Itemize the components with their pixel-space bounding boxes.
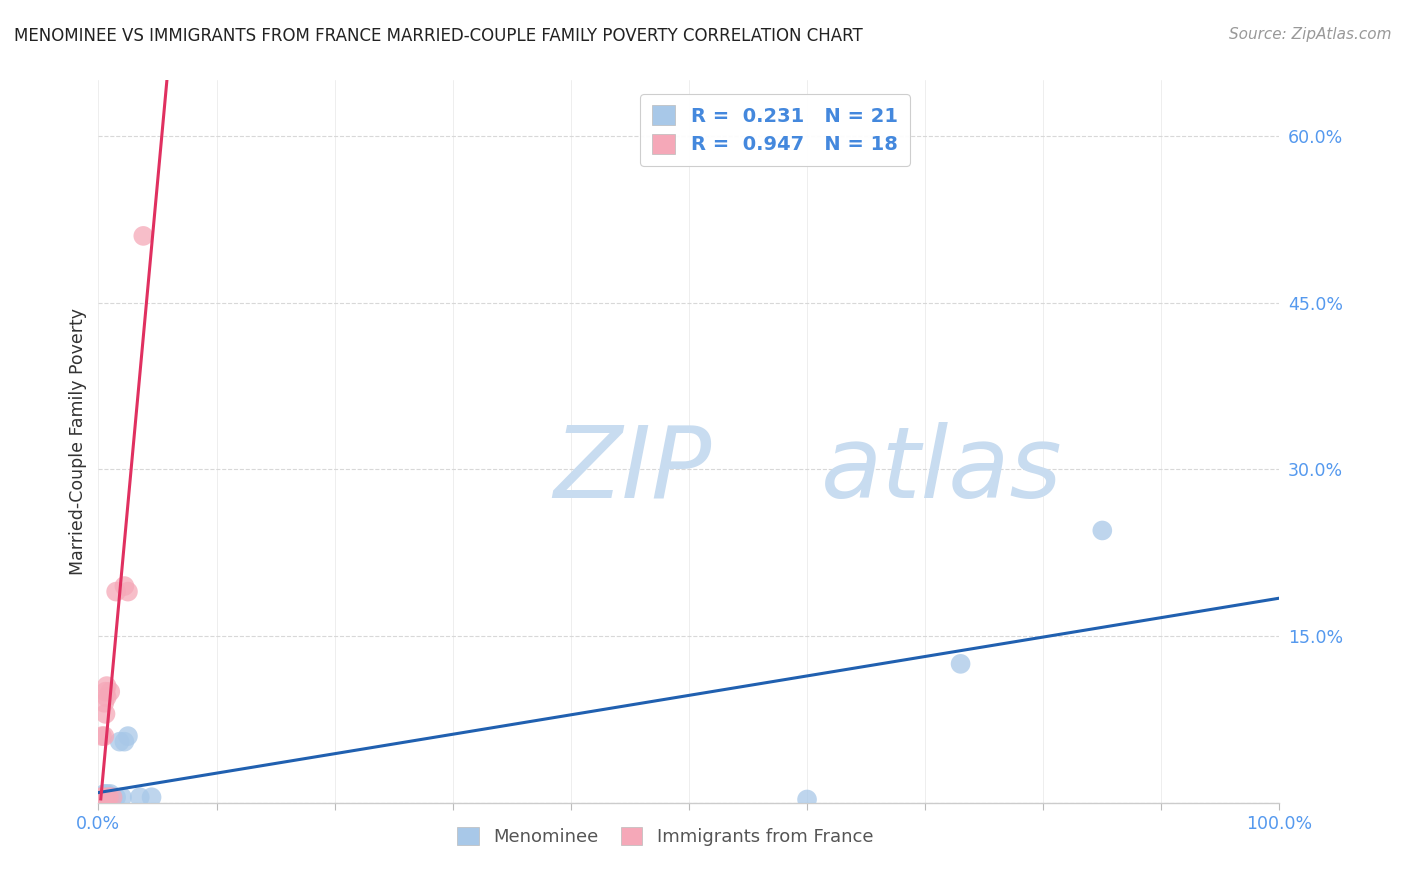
Point xyxy=(96,790,118,805)
Point xyxy=(91,729,114,743)
Text: atlas: atlas xyxy=(821,422,1063,519)
Point xyxy=(101,790,124,805)
Point xyxy=(98,787,121,801)
Point xyxy=(98,790,121,805)
Point xyxy=(96,690,118,705)
Point xyxy=(93,696,115,710)
Point xyxy=(98,684,121,698)
Point xyxy=(91,790,114,805)
Point xyxy=(108,734,131,748)
Point xyxy=(117,584,139,599)
Point xyxy=(94,791,117,805)
Point xyxy=(91,790,114,805)
Text: ZIP: ZIP xyxy=(553,422,711,519)
Point xyxy=(1091,524,1114,538)
Point xyxy=(101,790,124,805)
Text: MENOMINEE VS IMMIGRANTS FROM FRANCE MARRIED-COUPLE FAMILY POVERTY CORRELATION CH: MENOMINEE VS IMMIGRANTS FROM FRANCE MARR… xyxy=(14,27,863,45)
Y-axis label: Married-Couple Family Poverty: Married-Couple Family Poverty xyxy=(69,308,87,575)
Point xyxy=(141,790,163,805)
Legend: Menominee, Immigrants from France: Menominee, Immigrants from France xyxy=(449,818,882,855)
Point xyxy=(91,792,114,806)
Point xyxy=(128,790,150,805)
Point xyxy=(91,790,114,805)
Point xyxy=(94,684,117,698)
Point xyxy=(112,579,135,593)
Point xyxy=(117,729,139,743)
Point xyxy=(105,584,128,599)
Point xyxy=(105,790,128,805)
Point xyxy=(112,734,135,748)
Text: Source: ZipAtlas.com: Source: ZipAtlas.com xyxy=(1229,27,1392,42)
Point xyxy=(90,790,112,805)
Point xyxy=(93,787,115,801)
Point xyxy=(93,794,115,808)
Point xyxy=(94,706,117,721)
Point xyxy=(96,787,118,801)
Point xyxy=(111,790,134,805)
Point xyxy=(132,228,155,243)
Point xyxy=(97,790,120,805)
Point xyxy=(949,657,972,671)
Point xyxy=(96,679,118,693)
Point xyxy=(796,792,818,806)
Point xyxy=(98,792,121,806)
Point xyxy=(93,729,115,743)
Point xyxy=(97,790,120,805)
